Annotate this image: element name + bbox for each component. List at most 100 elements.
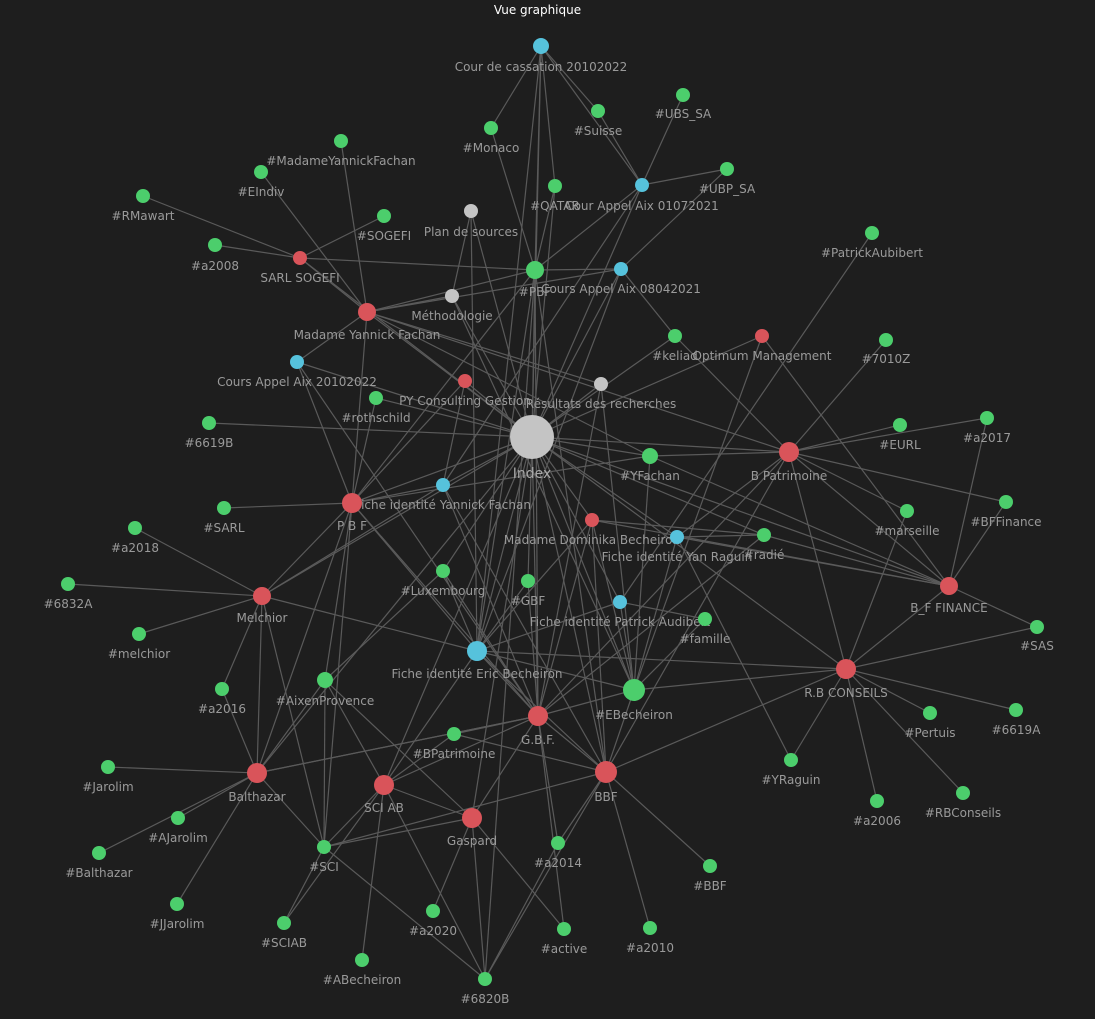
node-dot[interactable]: [445, 289, 459, 303]
node-dot[interactable]: [528, 706, 548, 726]
node-dot[interactable]: [720, 162, 734, 176]
graph-node-a2016[interactable]: #a2016: [198, 682, 246, 716]
node-dot[interactable]: [436, 478, 450, 492]
graph-node-jarolim[interactable]: #Jarolim: [82, 760, 134, 794]
node-dot[interactable]: [464, 204, 478, 218]
node-dot[interactable]: [171, 811, 185, 825]
node-dot[interactable]: [436, 564, 450, 578]
node-dot[interactable]: [980, 411, 994, 425]
graph-node-sas[interactable]: #SAS: [1020, 620, 1054, 653]
node-dot[interactable]: [462, 808, 482, 828]
node-dot[interactable]: [614, 262, 628, 276]
node-dot[interactable]: [703, 859, 717, 873]
node-dot[interactable]: [61, 577, 75, 591]
graph-node-gaspard[interactable]: Gaspard: [447, 808, 497, 848]
node-dot[interactable]: [208, 238, 222, 252]
graph-node-n6619b[interactable]: #6619B: [185, 416, 234, 450]
node-dot[interactable]: [355, 953, 369, 967]
node-dot[interactable]: [956, 786, 970, 800]
graph-node-pertuis[interactable]: #Pertuis: [904, 706, 956, 740]
node-dot[interactable]: [101, 760, 115, 774]
node-dot[interactable]: [374, 775, 394, 795]
node-dot[interactable]: [136, 189, 150, 203]
graph-node-balthazar[interactable]: Balthazar: [228, 763, 286, 804]
graph-node-mmeyf[interactable]: Madame Yannick Fachan: [294, 303, 441, 342]
graph-node-abecheiron[interactable]: #ABecheiron: [323, 953, 401, 987]
node-dot[interactable]: [426, 904, 440, 918]
graph-node-methodo[interactable]: Méthodologie: [411, 289, 493, 323]
graph-node-fieb[interactable]: Fiche identité Eric Becheiron: [391, 641, 563, 681]
graph-node-a2006[interactable]: #a2006: [853, 794, 901, 828]
node-dot[interactable]: [290, 355, 304, 369]
graph-node-optimum[interactable]: Optimum Management: [693, 329, 832, 363]
graph-node-n7010z[interactable]: #7010Z: [862, 333, 911, 366]
node-dot[interactable]: [879, 333, 893, 347]
node-dot[interactable]: [510, 415, 554, 459]
node-dot[interactable]: [1009, 703, 1023, 717]
graph-node-gbf_tag[interactable]: #GBF: [511, 574, 546, 608]
node-dot[interactable]: [670, 530, 684, 544]
node-dot[interactable]: [377, 209, 391, 223]
graph-node-caix20[interactable]: Cours Appel Aix 20102022: [217, 355, 377, 389]
node-dot[interactable]: [467, 641, 487, 661]
graph-node-patrick[interactable]: #PatrickAubibert: [821, 226, 923, 260]
node-dot[interactable]: [128, 521, 142, 535]
graph-node-mmedb[interactable]: Madame Dominika Becheiron: [504, 513, 680, 547]
graph-node-ebecheiron[interactable]: #EBecheiron: [595, 679, 673, 722]
graph-node-a2020[interactable]: #a2020: [409, 904, 457, 938]
node-dot[interactable]: [317, 840, 331, 854]
graph-node-n6619a[interactable]: #6619A: [992, 703, 1042, 737]
node-dot[interactable]: [92, 846, 106, 860]
node-dot[interactable]: [369, 391, 383, 405]
graph-node-sogefi_tag[interactable]: #SOGEFI: [357, 209, 411, 243]
graph-node-eindiv[interactable]: #EIndiv: [238, 165, 285, 199]
graph-node-caix08[interactable]: Cours Appel Aix 08042021: [541, 262, 701, 296]
graph-node-melchior[interactable]: Melchior: [237, 587, 288, 625]
node-dot[interactable]: [591, 104, 605, 118]
graph-node-luxembourg[interactable]: #Luxembourg: [401, 564, 486, 598]
node-dot[interactable]: [836, 659, 856, 679]
graph-node-rbconseils[interactable]: R.B CONSEILS: [804, 659, 888, 700]
node-dot[interactable]: [999, 495, 1013, 509]
graph-node-ajarolim[interactable]: #AJarolim: [148, 811, 208, 845]
graph-node-yfachan[interactable]: #YFachan: [620, 448, 680, 483]
graph-node-bpatrimoine[interactable]: B Patrimoine: [751, 442, 827, 483]
graph-node-keliad[interactable]: #keliad: [652, 329, 698, 363]
graph-node-eurl[interactable]: #EURL: [879, 418, 921, 452]
graph-node-a2008[interactable]: #a2008: [191, 238, 239, 273]
node-dot[interactable]: [342, 493, 362, 513]
node-dot[interactable]: [202, 416, 216, 430]
node-dot[interactable]: [253, 587, 271, 605]
graph-node-yraguin[interactable]: #YRaguin: [762, 753, 821, 787]
graph-node-jjarolim[interactable]: #JJarolim: [150, 897, 205, 931]
node-dot[interactable]: [170, 897, 184, 911]
graph-node-qatar[interactable]: #QATAR: [530, 179, 580, 213]
node-dot[interactable]: [484, 121, 498, 135]
graph-node-a2017[interactable]: #a2017: [963, 411, 1011, 445]
graph-node-sarl_tag[interactable]: #SARL: [203, 501, 245, 535]
node-dot[interactable]: [900, 504, 914, 518]
graph-node-resultats[interactable]: Résultats des recherches: [526, 377, 676, 411]
graph-node-sci_tag[interactable]: #SCI: [309, 840, 339, 874]
node-dot[interactable]: [334, 134, 348, 148]
graph-node-cass[interactable]: Cour de cassation 20102022: [455, 38, 628, 74]
graph-node-plan[interactable]: Plan de sources: [424, 204, 518, 239]
node-dot[interactable]: [870, 794, 884, 808]
graph-node-rothschild[interactable]: #rothschild: [341, 391, 411, 425]
graph-node-melchior_tag[interactable]: #melchior: [108, 627, 170, 661]
graph-node-sciab[interactable]: SCI AB: [364, 775, 404, 815]
node-dot[interactable]: [247, 763, 267, 783]
graph-node-bbf_tag[interactable]: #BBF: [693, 859, 727, 893]
node-dot[interactable]: [478, 972, 492, 986]
node-dot[interactable]: [551, 836, 565, 850]
node-dot[interactable]: [533, 38, 549, 54]
graph-node-pyc[interactable]: PY Consulting Gestion: [399, 374, 531, 408]
node-dot[interactable]: [217, 501, 231, 515]
graph-node-mmeyf_tag[interactable]: #MadameYannickFachan: [266, 134, 416, 168]
graph-node-n6820b[interactable]: #6820B: [461, 972, 510, 1006]
graph-node-fiyr[interactable]: Fiche identité Yan Raguin: [602, 530, 753, 564]
graph-node-fiyf[interactable]: Fiche identité Yannick Fachan: [355, 478, 531, 512]
node-dot[interactable]: [784, 753, 798, 767]
node-dot[interactable]: [923, 706, 937, 720]
